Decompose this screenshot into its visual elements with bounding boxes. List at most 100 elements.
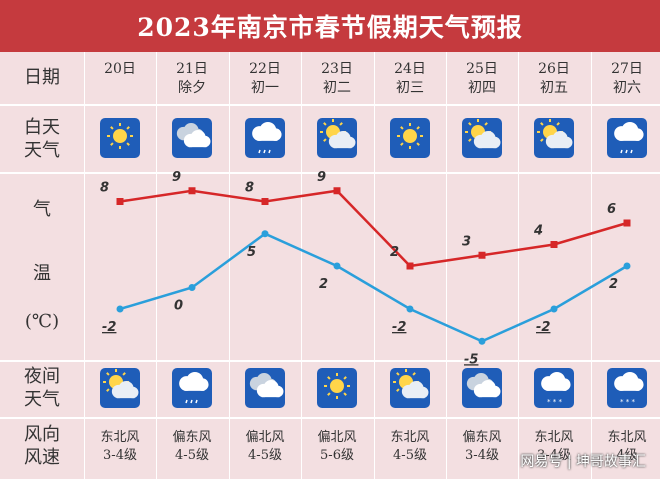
partly-cloudy-icon [390,368,430,408]
high-temp-line [119,189,628,268]
high-temp-point [261,198,269,205]
light-rain-icon [245,118,285,158]
low-temp-point [478,337,486,345]
date-cell: 23日 初二 [301,60,373,98]
low-temp-point [406,305,414,313]
high-temp-point [333,187,341,195]
date-cell: 25日初四 [446,60,518,98]
column-divider [156,52,157,479]
holiday-label: 初五 [540,80,568,96]
row-label-wind: 风向 [24,424,60,445]
row-label-day-weather: 天气 [24,140,60,161]
date-label: 23日 [321,61,353,77]
svg-text:* * *: * * * [547,398,562,406]
row-label-temp-unit: (℃) [24,311,60,332]
date-label: 26日 [538,61,570,77]
temp-data-label: -2 [536,320,550,335]
column-divider [518,52,519,479]
wind-cell: 东北风 4级 [591,429,660,465]
temp-data-label: 2 [319,277,328,292]
temp-data-label: 4 [533,224,543,239]
temp-data-label: 8 [100,181,109,196]
high-temp-point [406,262,414,270]
column-divider [84,52,85,479]
row-divider [0,104,660,106]
low-temp-point [116,305,124,313]
wind-cell: 东北风 3-4级 [518,429,590,465]
wind-speed: 5-6级 [320,448,354,463]
high-temp-point [478,251,486,259]
sleet-icon: * * * [607,368,647,408]
row-label-night-weather: 天气 [24,389,60,410]
wind-cell: 偏东风 4-5级 [156,429,228,465]
high-temp-point [116,198,124,205]
date-cell: 24日 初三 [374,60,446,98]
column-divider [446,52,447,479]
date-label: 21日 [176,61,208,77]
wind-direction: 东北风 [607,430,647,445]
wind-speed: 4-5级 [248,448,282,463]
date-cell: 26日初五 [518,60,590,98]
partly-cloudy-icon [317,118,357,158]
row-divider [0,172,660,174]
holiday-label: 初六 [613,80,641,96]
high-temp-point [188,187,196,195]
partly-cloudy-icon [100,368,140,408]
low-temp-point [623,262,631,270]
temp-data-label: 9 [317,170,326,185]
wind-direction: 偏北风 [317,430,357,445]
cloudy-icon [462,368,502,408]
wind-cell: 东北风 4-5级 [374,429,446,465]
temp-data-label: 6 [607,202,616,217]
cloudy-icon [245,368,285,408]
date-cell: 27日初六 [591,60,660,98]
sleet-icon: * * * [534,368,574,408]
row-divider [0,417,660,419]
wind-cell: 偏北风 4-5级 [229,429,301,465]
wind-direction: 偏北风 [245,430,285,445]
temp-data-label: 2 [390,245,399,260]
high-temp-point [623,219,631,227]
low-temp-point [261,230,269,238]
low-temp-point [550,305,558,313]
date-label: 22日 [249,61,281,77]
wind-speed: 3-4级 [103,448,137,463]
wind-cell: 偏东风 3-4级 [446,429,518,465]
cloudy-icon [172,118,212,158]
row-label-temp: 气 [33,199,51,220]
watermark: 网易号 | 坤哥故事汇 [520,454,646,470]
wind-cell: 偏北风 5-6级 [301,429,373,465]
partly-cloudy-icon [462,118,502,158]
svg-text:* * *: * * * [620,398,635,406]
holiday-label: 初一 [251,80,279,96]
wind-direction: 东北风 [534,430,574,445]
wind-speed: 3-4级 [537,448,571,463]
column-divider [591,52,592,479]
light-rain-icon [607,118,647,158]
wind-speed: 4-5级 [393,448,427,463]
row-divider [0,360,660,362]
wind-speed: 4-5级 [175,448,209,463]
temp-data-label: -2 [392,320,406,335]
wind-speed: 4级 [616,448,638,463]
column-divider [301,52,302,479]
date-label: 27日 [611,61,643,77]
low-temp-line [119,232,628,343]
date-cell: 20日 [84,60,156,79]
high-temp-point [550,241,558,248]
date-label: 24日 [394,61,426,77]
page-title: 2023年南京市春节假期天气预报 [0,0,660,52]
temp-data-label: 0 [174,299,183,314]
sunny-icon [390,118,430,158]
date-label: 25日 [466,61,498,77]
wind-direction: 偏东风 [172,430,212,445]
sunny-icon [100,118,140,158]
holiday-label: 初四 [468,80,496,96]
temp-data-label: 8 [245,181,254,196]
wind-direction: 东北风 [390,430,430,445]
date-cell: 21日 除夕 [156,60,228,98]
partly-cloudy-icon [534,118,574,158]
temp-data-label: 3 [462,234,471,249]
